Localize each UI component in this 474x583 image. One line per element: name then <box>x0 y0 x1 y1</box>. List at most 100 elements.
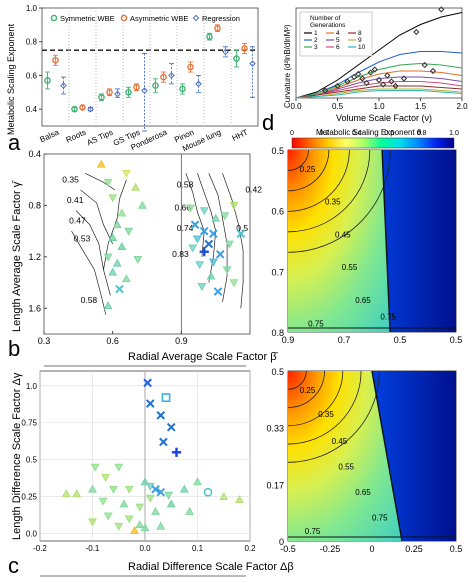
colorbar-tick: 0.6 <box>384 130 394 137</box>
panel-d-upper-ytick-label: 0.7 <box>271 267 284 277</box>
panel-d-lower-xtick-label: 0 <box>369 544 374 554</box>
panel-b-point <box>112 220 122 229</box>
panel-b-contour <box>71 230 107 315</box>
panel-d-upper-boundary <box>381 150 391 332</box>
panel-b-frame <box>43 153 251 335</box>
curvature-marker <box>421 61 428 69</box>
panel-b-contour <box>80 189 114 245</box>
panel-d-upper-contour-label: 0.65 <box>355 296 371 305</box>
panel-b-point <box>117 241 127 250</box>
curvature-legend-box <box>299 11 373 57</box>
curvature-marker <box>359 75 366 82</box>
panel-c-ytick-label: 1.0 <box>26 382 38 391</box>
curvature-marker <box>400 75 408 82</box>
panel-b-point <box>213 287 223 296</box>
curvature-series-line <box>295 90 463 99</box>
panel-a-point <box>152 82 159 89</box>
panel-c-chart: Length Difference Scale Factor Δγ Radial… <box>11 370 294 577</box>
panel-c-point-b <box>166 422 176 432</box>
panel-c-point-b <box>143 378 152 388</box>
panel-a-point <box>233 55 240 62</box>
panel-c-xlabel: Radial Difference Scale Factor Δβ <box>128 561 294 573</box>
colorbar-tick: 0.4 <box>352 130 362 137</box>
panel-b-point <box>96 159 106 168</box>
panel-b-point <box>222 266 232 275</box>
panel-b-contour <box>75 210 111 296</box>
curvature-marker <box>321 87 329 94</box>
panel-d-upper-contour <box>288 150 309 171</box>
curvature-xtick-label: 2.0 <box>456 102 468 111</box>
panel-b-contour-label: 0.47 <box>69 215 86 225</box>
curvature-marker <box>384 72 391 79</box>
panel-d-upper-ytick-label: 0.5 <box>271 146 284 156</box>
panel-b-point <box>229 279 239 288</box>
panel-b-point <box>199 247 209 257</box>
panel-b-contour <box>208 173 228 302</box>
panel-c-point <box>185 506 195 515</box>
panel-c-point-b <box>151 484 160 494</box>
panel-b-point <box>115 284 124 294</box>
panel-c-point-b <box>145 399 155 408</box>
panel-a-point <box>60 82 67 89</box>
panel-c-point <box>166 422 176 432</box>
panel-b-point <box>188 244 198 253</box>
panel-a-category-label: Roots <box>65 128 88 145</box>
panel-d-lower-contour-label: 0.65 <box>355 488 371 497</box>
panel-b-contour <box>103 179 127 270</box>
panel-a-point <box>52 56 59 64</box>
panel-b-point <box>103 253 113 262</box>
curvature-legend-label: 8 <box>358 30 362 37</box>
panel-b-point-b <box>236 229 246 239</box>
panel-d-lower-contour-label: 0.45 <box>332 437 348 446</box>
panel-b-point <box>103 301 113 310</box>
panel-b-xtick-label: 0.9 <box>175 336 188 346</box>
panel-c-ytick-label: 0.75 <box>21 419 37 428</box>
panel-a-point <box>214 24 221 32</box>
panel-a-point <box>222 48 229 56</box>
panel-b-contour-label: 0.53 <box>74 233 91 243</box>
colorbar-tick: 0.2 <box>320 130 330 137</box>
panel-d-lower-contour <box>288 371 380 463</box>
panel-a-legend-marker <box>50 14 58 22</box>
panel-d-lower-xtick-label: 0.25 <box>405 544 423 554</box>
panel-d-upper-contour <box>288 150 391 253</box>
panel-a-point <box>168 72 175 79</box>
panel-c-ylabel: Length Difference Scale Factor Δγ <box>11 372 23 540</box>
panel-c-point <box>159 437 168 447</box>
panel-a-point <box>79 104 86 111</box>
panel-b-point <box>206 271 216 280</box>
panel-c-point <box>166 499 176 508</box>
panel-d-lower-contour <box>288 371 307 390</box>
panel-d-upper-contour <box>288 150 371 233</box>
curvature-series-line <box>295 85 463 99</box>
panel-b-point-b <box>199 226 209 236</box>
panel-d-upper-ytick-label: 0.6 <box>271 207 284 217</box>
panel-b-point <box>108 194 118 203</box>
curvature-marker <box>388 78 395 85</box>
panel-a-point <box>241 45 248 52</box>
panel-d-lower-warm-region <box>288 371 402 541</box>
panel-d-lower-ytick-label: 0.5 <box>271 367 284 377</box>
panel-a-chart: Metabolic Scaling Exponent 0.4 0.6 0.8 1.0 B… <box>6 4 259 153</box>
panel-a-ytick-label: 1.0 <box>26 4 38 13</box>
panel-b-contour-label: 0.58 <box>177 179 194 189</box>
panel-a-point <box>133 83 140 91</box>
panel-b-point <box>131 182 141 191</box>
panel-a-ytick-label: 0.6 <box>26 71 38 80</box>
panel-b-point <box>112 258 122 267</box>
panel-c-point <box>101 474 111 483</box>
panel-d-upper-contour-label: 0.55 <box>342 263 358 272</box>
panel-b-contour-label: 0.74 <box>177 223 194 233</box>
panel-b-contour-label: 0.83 <box>172 249 189 259</box>
panel-c-point <box>203 487 213 497</box>
curvature-chart: Curvature (d²lnB/dlnM²) Volume Scale Fac… <box>283 6 468 123</box>
panel-a-point <box>44 77 51 84</box>
panel-c-point <box>135 503 145 512</box>
panel-c-point <box>156 487 166 497</box>
panel-a-legend-label: Regression <box>202 14 240 23</box>
panel-b-point <box>124 227 134 236</box>
panel-b-xlabel: Radial Average Scale Factor β̄ <box>128 351 279 363</box>
panel-a-point <box>71 105 78 113</box>
panel-b-point <box>186 204 195 213</box>
